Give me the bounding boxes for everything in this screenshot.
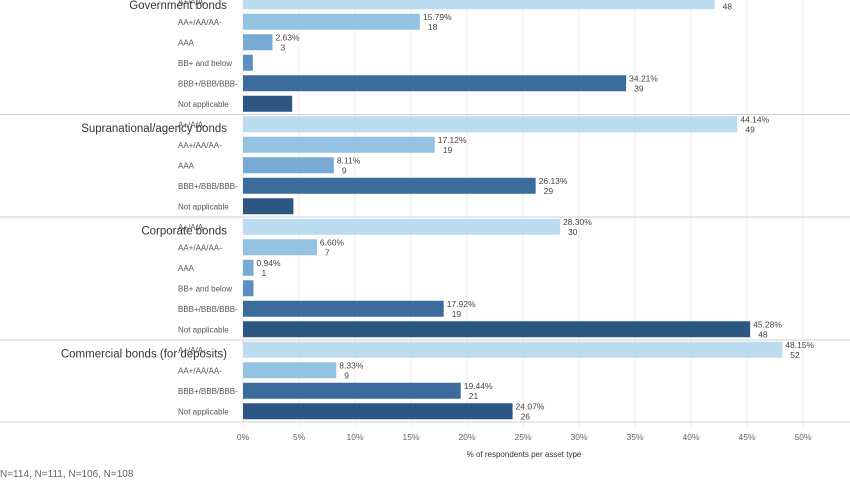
- bar: [243, 218, 560, 235]
- group-label: Corporate bonds: [141, 226, 227, 238]
- bar-count-label: 48: [758, 329, 768, 339]
- bar: [243, 0, 715, 10]
- x-tick-label: 0%: [237, 432, 250, 442]
- x-tick-label: 50%: [794, 432, 811, 442]
- bar-count-label: 18: [428, 22, 438, 32]
- x-tick-label: 15%: [402, 432, 419, 442]
- bar: [243, 34, 273, 51]
- category-label: Not applicable: [178, 407, 229, 416]
- x-tick-label: 25%: [514, 432, 531, 442]
- bar-percent-label: 28.30%: [563, 217, 592, 227]
- category-label: AA+/AA/AA-: [178, 243, 222, 252]
- bar: [243, 116, 738, 133]
- bar-percent-label: 17.12%: [438, 135, 467, 145]
- category-label: Not applicable: [178, 325, 229, 334]
- bar-percent-label: 8.11%: [337, 155, 361, 165]
- sample-size-footnote: N=114, N=111, N=106, N=108: [0, 469, 134, 480]
- bar-percent-label: 0.94%: [257, 258, 282, 268]
- bar-count-label: 9: [344, 370, 349, 380]
- bar: [243, 157, 334, 174]
- bar: [243, 321, 751, 338]
- bar-percent-label: 6.60%: [320, 237, 345, 247]
- bar-percent-label: 44.14%: [740, 114, 769, 124]
- category-label: A+/A/A-: [178, 223, 206, 232]
- bar-percent-label: 19.44%: [464, 381, 493, 391]
- group-label: Government bonds: [129, 0, 227, 12]
- bar: [243, 198, 294, 215]
- x-tick-label: 40%: [682, 432, 699, 442]
- category-label: AA+/AA/AA-: [178, 18, 222, 27]
- group-label: Supranational/agency bonds: [81, 123, 227, 135]
- x-tick-label: 30%: [570, 432, 587, 442]
- bar: [243, 75, 627, 92]
- category-label: BBB+/BBB/BBB-: [178, 182, 238, 191]
- bar-count-label: 30: [568, 227, 578, 237]
- category-label: BB+ and below: [178, 59, 232, 68]
- bar: [243, 300, 444, 317]
- category-label: Not applicable: [178, 100, 229, 109]
- bar: [243, 177, 536, 194]
- bar: [243, 382, 461, 399]
- x-tick-label: 45%: [738, 432, 755, 442]
- ratings-bar-chart: Government bondsA+/A/A-42.11%48AA+/AA/AA…: [0, 0, 850, 459]
- category-label: A+/A/A-: [178, 346, 206, 355]
- x-tick-label: 5%: [293, 432, 306, 442]
- category-label: AAA: [178, 264, 195, 273]
- bar-count-label: 49: [745, 124, 755, 134]
- bar-percent-label: 45.28%: [753, 319, 782, 329]
- bar-count-label: 48: [723, 1, 733, 11]
- bar: [243, 280, 254, 297]
- bar: [243, 403, 513, 420]
- bar-count-label: 3: [280, 42, 285, 52]
- bar: [243, 54, 253, 71]
- bar-count-label: 1: [262, 268, 267, 278]
- bar-percent-label: 42.11%: [718, 0, 747, 1]
- category-label: A+/A/A-: [178, 120, 206, 129]
- bar-percent-label: 26.13%: [539, 176, 568, 186]
- bar: [243, 259, 254, 276]
- bar-count-label: 19: [452, 309, 462, 319]
- bar: [243, 362, 337, 379]
- bar-count-label: 9: [342, 165, 347, 175]
- group-label: Commercial bonds (for deposits): [61, 349, 227, 361]
- bar-count-label: 26: [521, 411, 531, 421]
- bar-percent-label: 8.33%: [339, 360, 364, 370]
- bar: [243, 341, 783, 358]
- bar-percent-label: 2.63%: [275, 32, 300, 42]
- category-label: AAA: [178, 161, 195, 170]
- category-label: BBB+/BBB/BBB-: [178, 79, 238, 88]
- x-axis-title: % of respondents per asset type: [467, 450, 582, 459]
- bar-percent-label: 15.79%: [423, 12, 452, 22]
- bar: [243, 95, 293, 112]
- x-tick-label: 10%: [346, 432, 363, 442]
- category-label: BB+ and below: [178, 284, 232, 293]
- category-label: BBB+/BBB/BBB-: [178, 387, 238, 396]
- bar-percent-label: 24.07%: [516, 401, 545, 411]
- category-label: AA+/AA/AA-: [178, 366, 222, 375]
- bar: [243, 136, 435, 153]
- bar-count-label: 39: [634, 83, 644, 93]
- category-label: Not applicable: [178, 202, 229, 211]
- category-label: A+/A/A-: [178, 0, 206, 6]
- bar-count-label: 52: [790, 350, 800, 360]
- category-label: BBB+/BBB/BBB-: [178, 305, 238, 314]
- category-label: AAA: [178, 38, 195, 47]
- category-label: AA+/AA/AA-: [178, 141, 222, 150]
- bar: [243, 13, 420, 30]
- x-tick-label: 20%: [458, 432, 475, 442]
- bar-count-label: 19: [443, 145, 453, 155]
- bar-count-label: 7: [325, 247, 330, 257]
- bar-count-label: 21: [469, 391, 479, 401]
- bar: [243, 239, 317, 256]
- bar-percent-label: 17.92%: [447, 299, 476, 309]
- x-tick-label: 35%: [626, 432, 643, 442]
- bar-count-label: 29: [544, 186, 554, 196]
- bar-percent-label: 48.15%: [785, 340, 814, 350]
- bar-percent-label: 34.21%: [629, 73, 658, 83]
